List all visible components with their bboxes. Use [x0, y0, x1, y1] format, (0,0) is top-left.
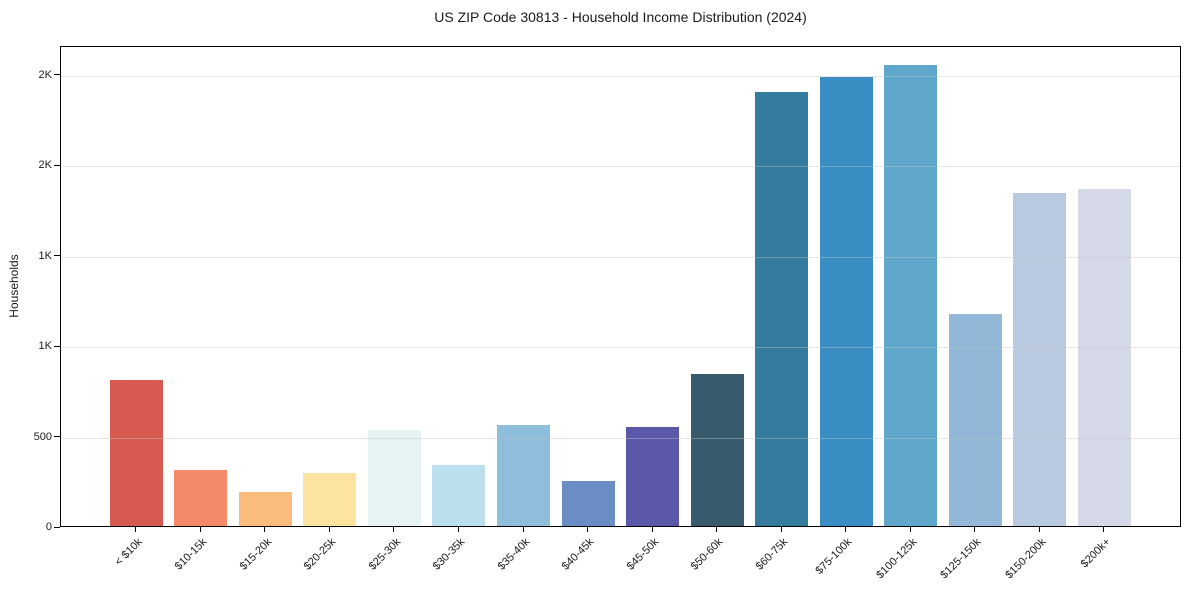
x-tick-label: $40-45k: [559, 536, 597, 573]
x-tick-mark: [845, 527, 847, 532]
bar-10-15k: [174, 469, 228, 526]
x-tick-mark: [1038, 527, 1040, 532]
x-tick-mark: [264, 527, 266, 532]
x-tick-label: $100-125k: [874, 536, 920, 582]
bar-20-25k: [303, 472, 357, 526]
x-tick-label: $50-60k: [689, 536, 726, 573]
x-tick-label: $75-100k: [813, 536, 855, 577]
gridline-500: [61, 437, 1180, 439]
y-tick-label: 1K: [38, 340, 52, 353]
y-tick-label: 2K: [38, 68, 52, 81]
x-tick-label: $15-20k: [237, 536, 274, 573]
bar-40-45k: [561, 480, 615, 526]
bar-125-150k: [948, 313, 1002, 526]
x-tick-label: $200k+: [1078, 536, 1113, 571]
y-tick-label: 1K: [38, 249, 52, 262]
y-tick-mark: [54, 345, 60, 347]
x-tick-mark: [328, 527, 330, 532]
x-tick-mark: [587, 527, 589, 532]
x-tick-mark: [909, 527, 911, 532]
x-tick-label: < $10k: [112, 536, 145, 569]
x-tick-label: $20-25k: [301, 536, 339, 573]
bar-10k: [109, 380, 163, 526]
y-tick-label: 2K: [38, 159, 52, 172]
bar-75-100k: [819, 76, 873, 526]
bar-30-35k: [432, 465, 486, 526]
gridline-2000: [61, 166, 1180, 168]
x-tick-mark: [393, 527, 395, 532]
bar-60-75k: [755, 92, 809, 526]
x-tick-label: $45-50k: [624, 536, 662, 573]
x-tick-mark: [651, 527, 653, 532]
x-tick-label: $10-15k: [172, 536, 210, 573]
bar-45-50k: [626, 426, 680, 526]
y-tick-mark: [54, 255, 60, 257]
y-tick-mark: [54, 526, 60, 528]
bar-100-125k: [884, 64, 938, 526]
x-tick-mark: [135, 527, 137, 532]
x-tick-label: $60-75k: [753, 536, 791, 573]
y-tick-mark: [54, 436, 60, 438]
x-tick-mark: [716, 527, 718, 532]
y-tick-label: 0: [45, 521, 52, 533]
y-tick-mark: [54, 74, 60, 76]
bar-35-40k: [497, 424, 550, 526]
gridline-1500: [61, 256, 1180, 258]
gridline-2500: [61, 75, 1180, 77]
x-tick-label: $25-30k: [366, 536, 403, 573]
y-tick-label: 500: [33, 430, 52, 443]
chart-title: US ZIP Code 30813 - Household Income Dis…: [434, 9, 807, 25]
x-tick-label: $125-150k: [938, 536, 984, 582]
x-tick-mark: [522, 527, 524, 532]
bar-15-20k: [238, 491, 292, 526]
x-tick-mark: [974, 527, 976, 532]
bar-50-60k: [690, 374, 744, 526]
x-tick-mark: [780, 527, 782, 532]
bar-150-200k: [1013, 193, 1067, 526]
x-tick-mark: [1103, 527, 1105, 532]
y-tick-mark: [54, 164, 60, 166]
x-tick-label: $30-35k: [430, 536, 468, 573]
bar-25-30k: [367, 430, 421, 526]
x-tick-mark: [457, 527, 459, 532]
plot-area: [60, 46, 1181, 527]
x-tick-mark: [199, 527, 201, 532]
gridline-1000: [61, 347, 1180, 349]
x-tick-label: $35-40k: [495, 536, 532, 573]
bar-200k: [1077, 188, 1131, 526]
x-tick-label: $150-200k: [1003, 536, 1049, 582]
